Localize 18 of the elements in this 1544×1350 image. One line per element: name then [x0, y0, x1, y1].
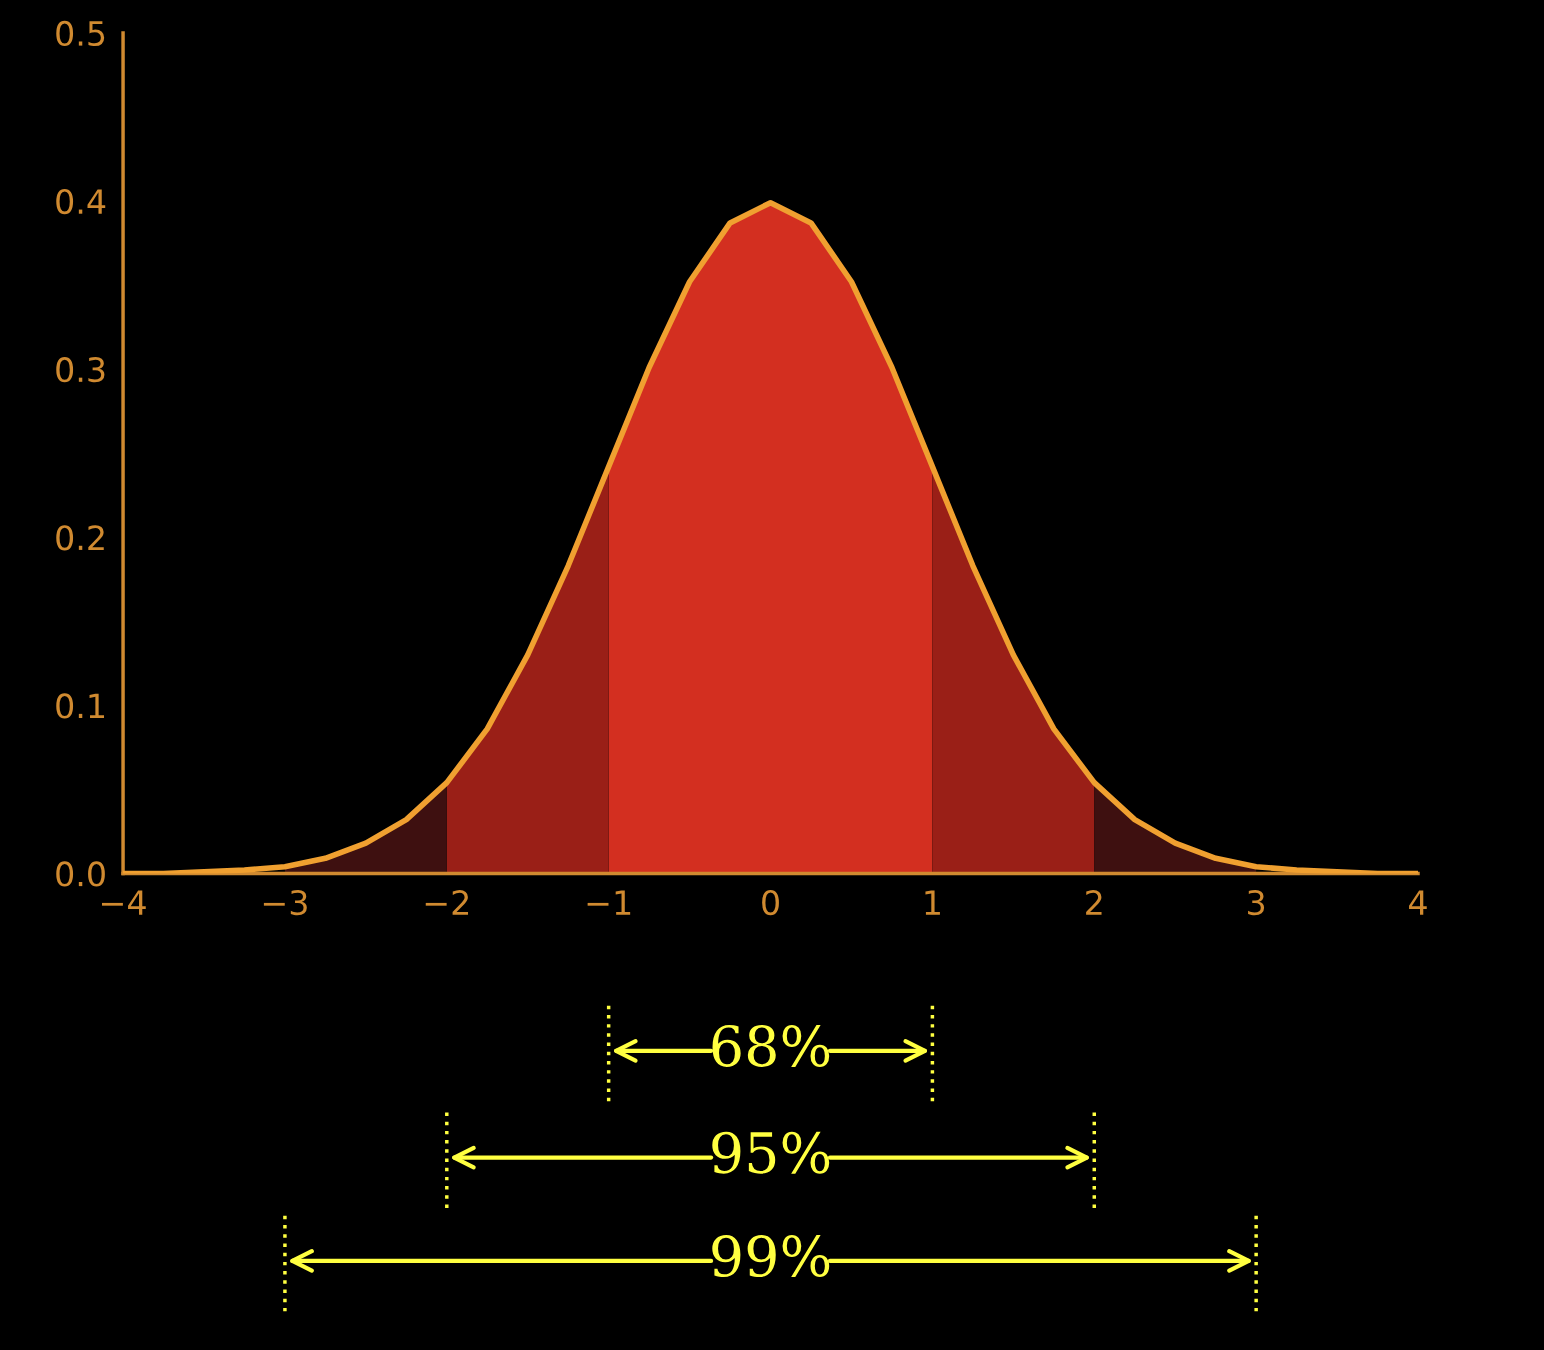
text: 95% — [712, 1131, 830, 1174]
x-tick-label: −1 — [587, 890, 631, 915]
x-tick-label: −2 — [425, 890, 469, 915]
y-tick-label: 0.3 — [56, 357, 105, 383]
y-tick-label: 0.4 — [56, 188, 106, 215]
text: 68% — [712, 1024, 830, 1067]
y-tick-label: 0.5 — [56, 20, 105, 47]
x-tick-label: 1 — [925, 890, 940, 915]
x-tick-label: −3 — [263, 890, 307, 916]
x-tick-label: −4 — [102, 890, 146, 915]
y-tick-label: 0.1 — [56, 693, 105, 719]
x-tick-label: 4 — [1409, 890, 1427, 915]
x-tick-label: 0 — [762, 890, 779, 916]
x-tick-label: 3 — [1248, 890, 1265, 916]
y-tick-label: 0.2 — [56, 525, 104, 551]
y-tick-label: 0.0 — [56, 861, 105, 887]
x-tick-label: 2 — [1086, 890, 1102, 915]
text: 99% — [712, 1235, 830, 1278]
